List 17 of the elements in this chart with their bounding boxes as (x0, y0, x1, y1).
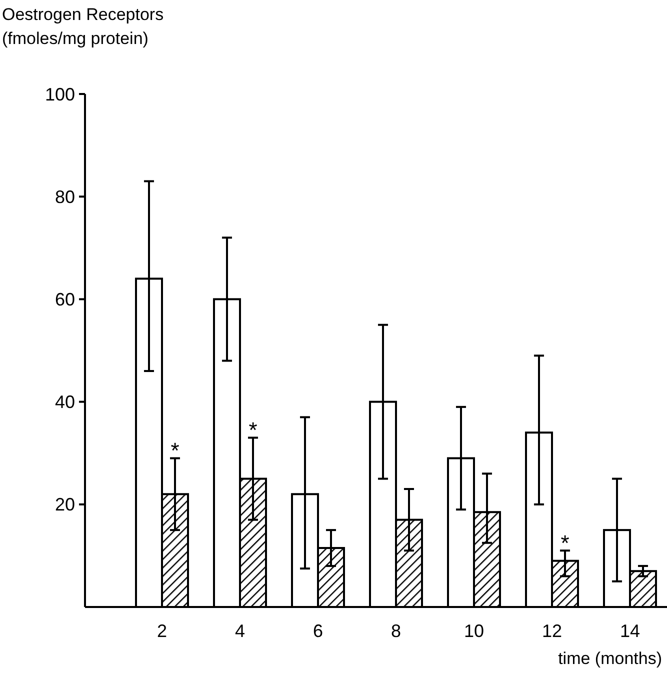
x-tick-label: 10 (464, 621, 484, 641)
y-tick-label: 100 (44, 84, 75, 104)
x-tick-label: 14 (620, 621, 640, 641)
x-tick-label: 8 (390, 621, 402, 641)
y-tick-label: 40 (54, 392, 75, 412)
annotation: * (560, 530, 570, 556)
x-tick-label: 2 (156, 621, 168, 641)
x-tick-label: 4 (234, 621, 246, 641)
annotation: * (170, 438, 180, 463)
y-tick-label: 60 (54, 290, 75, 310)
y-tick-label: 20 (54, 494, 75, 515)
x-axis-title: time (months) (558, 649, 662, 668)
y-tick-label: 80 (54, 186, 75, 207)
annotation: * (248, 417, 258, 442)
y-axis-title: Oestrogen Receptors (fmoles/mg protein) (2, 5, 164, 48)
x-tick-label: 12 (542, 621, 562, 641)
x-tick-label: 6 (312, 621, 324, 641)
